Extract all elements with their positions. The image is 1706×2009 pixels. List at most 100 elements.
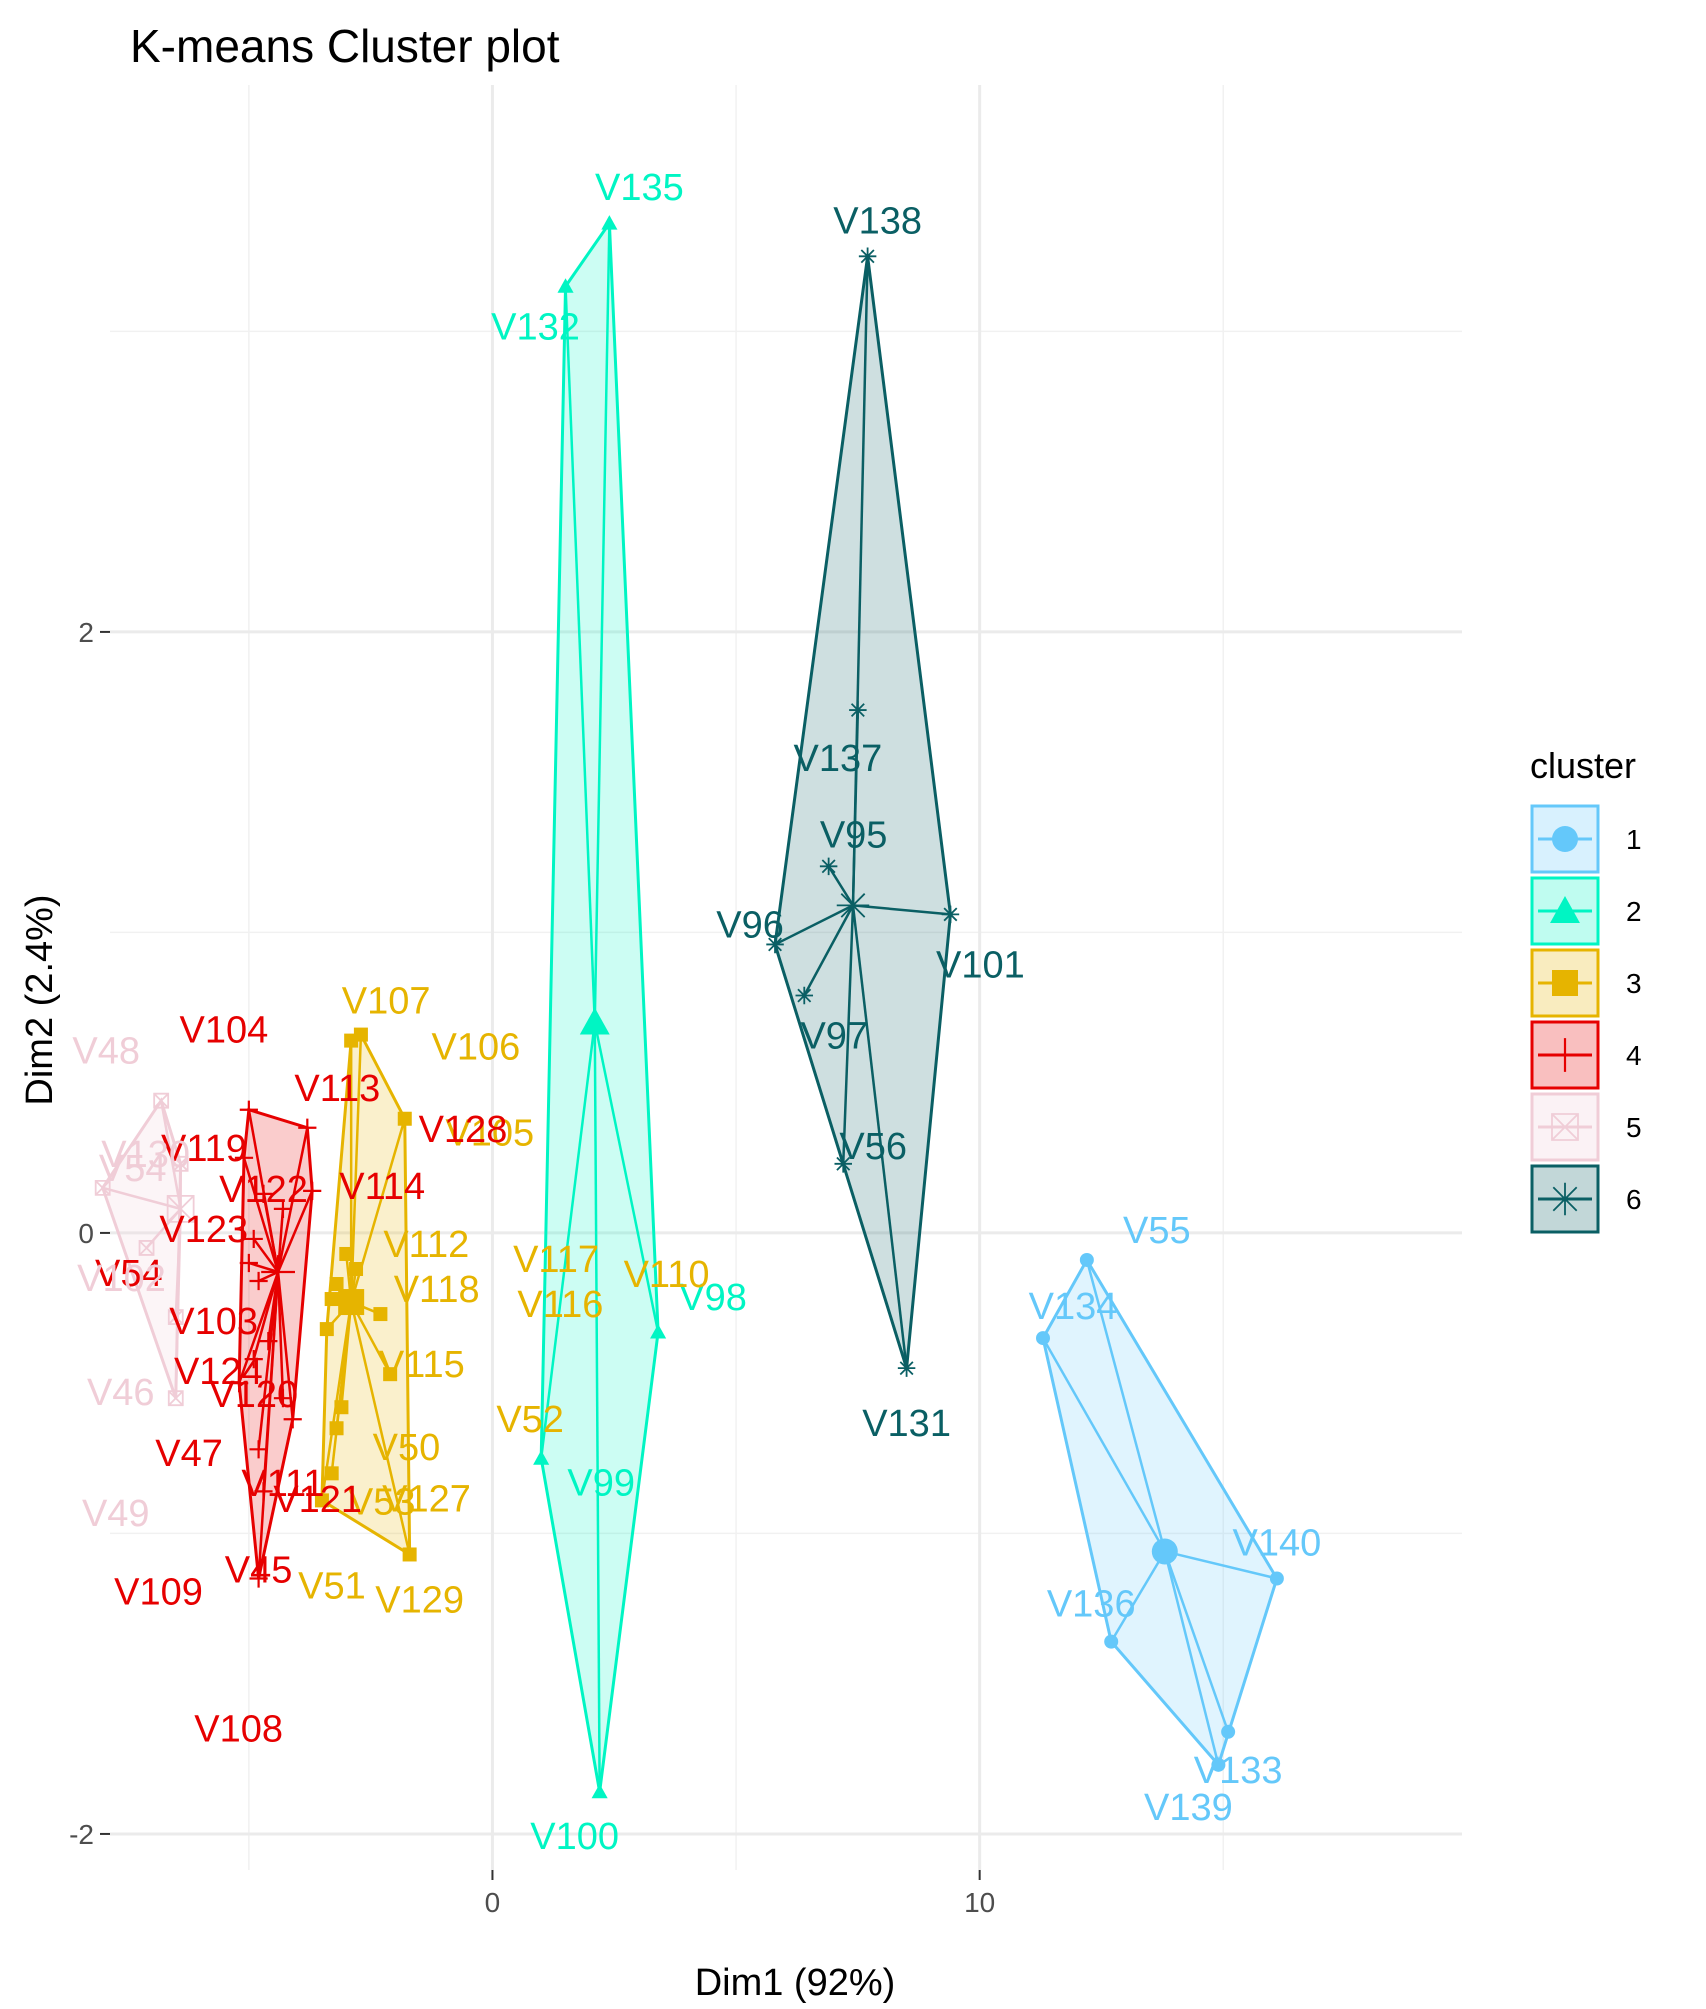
legend-key-marker (1552, 826, 1578, 852)
legend-label: 3 (1626, 968, 1642, 999)
point-label: V45 (225, 1549, 293, 1591)
point-label: V52 (496, 1399, 564, 1441)
legend-key-marker (1552, 970, 1578, 996)
cluster-3-point (324, 1292, 339, 1307)
cluster-3-point (329, 1421, 344, 1436)
data-points (94, 215, 1284, 1799)
legend-item-5: 5 (1530, 1092, 1642, 1162)
cluster-2-point (591, 1783, 608, 1799)
point-label: V96 (716, 904, 784, 946)
cluster-4-spoke (257, 1271, 280, 1579)
cluster-2-center (579, 1007, 610, 1035)
point-label: V133 (1194, 1750, 1283, 1792)
point-label: V103 (169, 1301, 258, 1343)
point-label: V131 (862, 1403, 951, 1445)
point-label: V46 (87, 1372, 155, 1414)
cluster-3-point (319, 1322, 334, 1337)
cluster-6-spoke (827, 865, 855, 907)
cluster-1-point (1036, 1331, 1051, 1346)
cluster-2-spoke (593, 1022, 660, 1333)
cluster-4-point (239, 1253, 258, 1273)
y-axis-title: Dim2 (2.4%) (19, 894, 61, 1105)
point-label: V53 (348, 1481, 416, 1523)
chart-title: K-means Cluster plot (130, 20, 560, 72)
point-label: V102 (77, 1258, 166, 1300)
cluster-6-point (819, 857, 838, 876)
cluster-3-point (329, 1277, 344, 1292)
cluster-3-point (397, 1111, 412, 1126)
cluster-5-point (94, 1179, 111, 1196)
point-label: V140 (1232, 1523, 1321, 1565)
cluster-1-spoke (1085, 1259, 1167, 1552)
legend-key-marker (1550, 896, 1580, 923)
cluster-6-spoke (851, 905, 908, 1369)
cluster-2-hull (539, 218, 660, 1793)
cluster-4-spoke (276, 1190, 314, 1273)
point-label: V136 (1047, 1584, 1136, 1626)
cluster-6-point (941, 905, 960, 924)
legend-key-marker (1551, 1113, 1579, 1141)
cluster-1-hull (1041, 1256, 1279, 1768)
cluster-6-point (897, 1359, 916, 1377)
legend-item-1: 1 (1530, 804, 1642, 874)
cluster-4-spoke (276, 1127, 309, 1273)
cluster-1-center (1151, 1538, 1178, 1565)
cluster-4-point (298, 1118, 317, 1137)
cluster-5-point (138, 1240, 155, 1256)
cluster-4-point (249, 1440, 268, 1459)
cluster-6-point (795, 986, 814, 1005)
x-tick-label: 0 (485, 1887, 501, 1918)
cluster-4-point (239, 1100, 258, 1119)
point-label: V54 (95, 1253, 163, 1295)
cluster-4-point (244, 1229, 263, 1249)
cluster-2-spoke (564, 286, 597, 1023)
point-label: V47 (155, 1433, 223, 1475)
cluster-2-point (650, 1324, 667, 1339)
cluster-5-point (153, 1092, 170, 1109)
point-label: V54 (99, 1148, 167, 1190)
point-label: V106 (432, 1027, 521, 1069)
point-label: V55 (1123, 1210, 1191, 1252)
point-label: V110 (624, 1254, 710, 1296)
cluster-1-spoke (1163, 1551, 1230, 1733)
point-label: V121 (273, 1479, 362, 1521)
legend-label: 5 (1626, 1112, 1642, 1143)
point-label: V109 (114, 1571, 203, 1613)
legend-key-marker (1548, 1182, 1582, 1216)
point-label: V105 (445, 1113, 534, 1155)
cluster-4-point (234, 1148, 254, 1167)
point-label: V130 (101, 1134, 190, 1176)
legend-key-marker (1548, 1038, 1582, 1072)
point-label: V127 (382, 1478, 471, 1520)
legend-item-3: 3 (1530, 948, 1642, 1018)
x-tick-label: 10 (964, 1887, 995, 1918)
legend-label: 4 (1626, 1040, 1642, 1071)
cluster-4-spoke (262, 1193, 280, 1273)
cluster-4-point (249, 1271, 268, 1291)
cluster-6-point (849, 701, 867, 719)
point-label: V56 (839, 1126, 907, 1168)
cluster-1-point (1079, 1252, 1094, 1267)
cluster-3-spoke (349, 1301, 411, 1555)
cluster-centers (166, 889, 1178, 1565)
cluster-4-point (283, 1410, 302, 1429)
point-label: V138 (833, 200, 922, 242)
point-label: V135 (595, 167, 684, 209)
cluster-1-point (1269, 1571, 1284, 1586)
point-label: V139 (1144, 1787, 1233, 1829)
point-label: V119 (161, 1128, 247, 1170)
cluster-3-point (349, 1261, 364, 1276)
cluster-5-point (167, 1390, 184, 1407)
cluster-3-point (339, 1246, 354, 1261)
y-tick-label: 0 (78, 1218, 94, 1249)
cluster-4-point (259, 1332, 278, 1351)
cluster-3-point (373, 1307, 388, 1322)
cluster-6-point (766, 935, 784, 954)
cluster-4-spoke (258, 1270, 279, 1283)
cluster-2-point (557, 278, 574, 293)
cluster-3-point (324, 1466, 339, 1481)
point-label: V128 (419, 1109, 508, 1151)
point-label: V115 (379, 1344, 465, 1386)
